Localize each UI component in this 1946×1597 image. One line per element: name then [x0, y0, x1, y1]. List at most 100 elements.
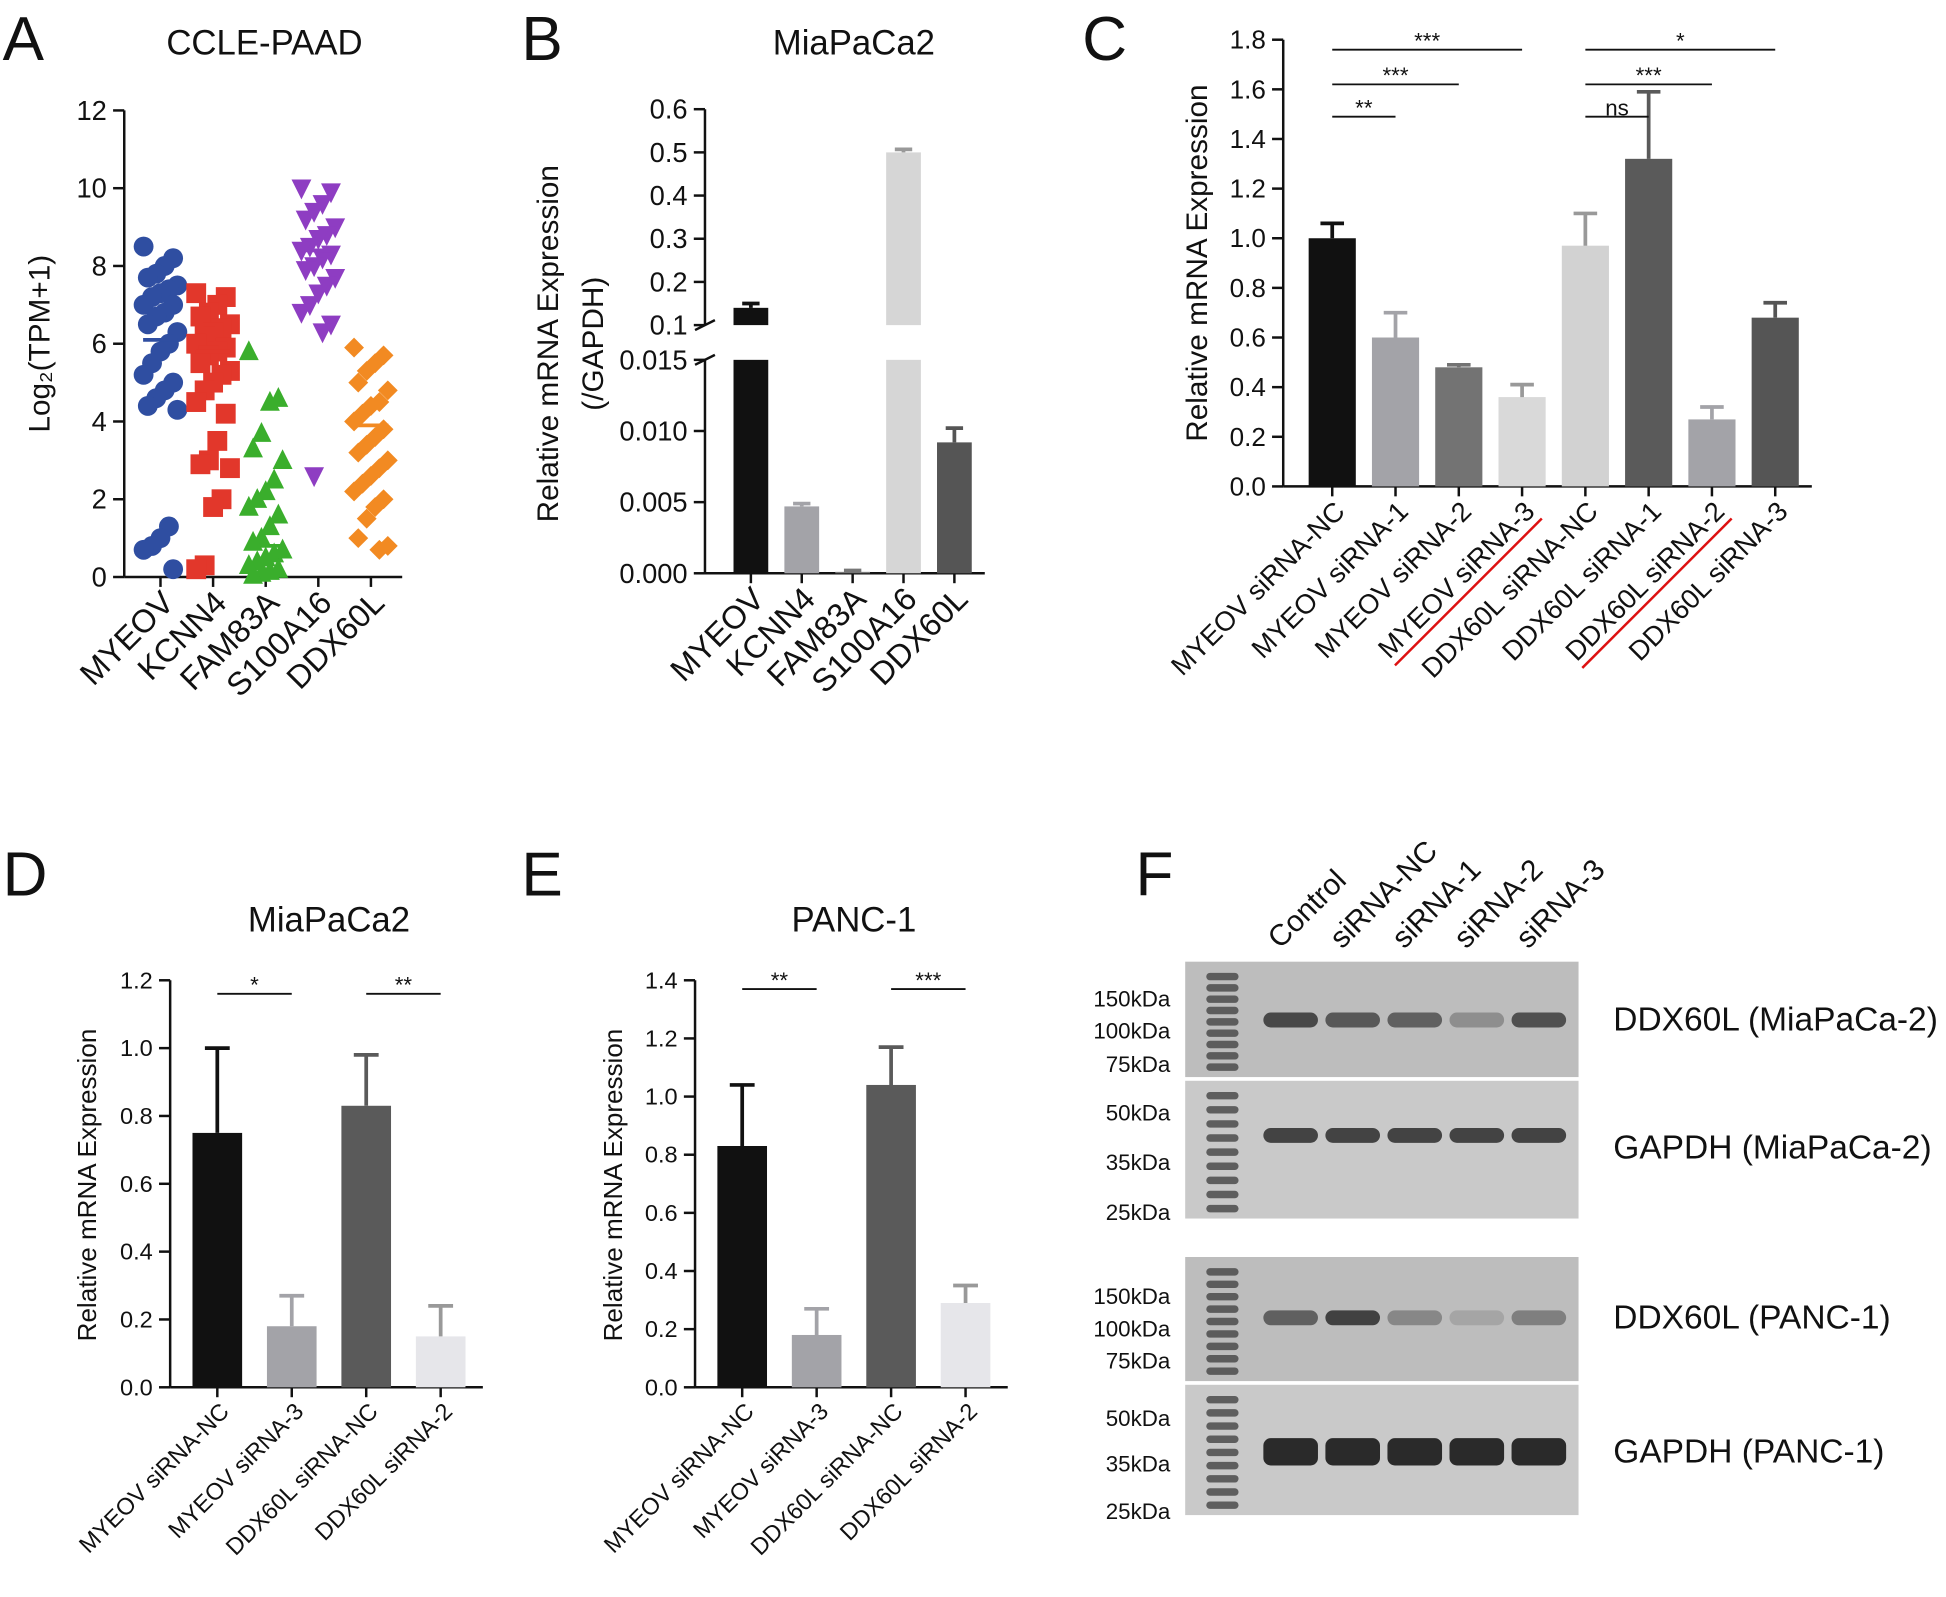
marker-label: 25kDa	[1106, 1499, 1171, 1524]
y-tick-label: 0.2	[120, 1306, 153, 1332]
bar	[1688, 419, 1736, 487]
point	[238, 495, 259, 516]
x-tick-group: DDX60L siRNA-2	[835, 1398, 982, 1545]
protein-band	[1387, 1310, 1443, 1326]
y-tick-label: 2	[92, 484, 107, 515]
point	[308, 284, 329, 305]
error-bar	[1763, 300, 1788, 318]
point	[356, 508, 377, 529]
ladder-band	[1206, 1006, 1239, 1015]
x-tick-label: MYEOV siRNA-3	[688, 1398, 833, 1543]
point	[163, 559, 184, 580]
ladder-band	[1206, 1422, 1239, 1430]
label-underline	[1581, 517, 1733, 669]
protein-band	[1511, 1127, 1567, 1143]
error-bar	[1447, 362, 1471, 368]
ladder-band	[1206, 1204, 1239, 1213]
y-tick-label: 12	[77, 95, 107, 126]
y-tick-label: 0	[92, 562, 107, 593]
y-tick-label: 1.8	[1230, 25, 1266, 55]
y-tick-label: 1.4	[645, 967, 678, 993]
bar	[733, 359, 769, 574]
protein-band	[1449, 1127, 1505, 1143]
bar	[192, 1132, 243, 1388]
protein-band	[1449, 1310, 1505, 1326]
y-tick-label: 0.8	[120, 1103, 153, 1129]
ladder-band	[1206, 1052, 1239, 1060]
point	[291, 179, 312, 200]
point	[344, 337, 364, 358]
x-tick-group: MYEOV siRNA-3	[163, 1398, 308, 1543]
point	[186, 559, 207, 580]
protein-band	[1263, 1012, 1318, 1028]
y-tick-label: 1.0	[120, 1035, 153, 1061]
y-tick-label: 0.1	[650, 310, 688, 341]
y-tick-label: 0.4	[650, 180, 688, 211]
bar	[1625, 158, 1673, 487]
y-tick-label: 0.6	[650, 94, 688, 125]
ladder-band	[1206, 1190, 1239, 1199]
y-tick-label: 0.6	[120, 1171, 153, 1197]
point	[190, 306, 211, 327]
ladder-band	[1206, 995, 1239, 1003]
y-axis-label: Relative mRNA Expression	[598, 1029, 628, 1342]
marker-label: 100kDa	[1093, 1019, 1171, 1044]
marker-label: 35kDa	[1106, 1452, 1171, 1477]
marker-label: 50kDa	[1106, 1101, 1171, 1126]
point	[365, 497, 386, 517]
panel-letter: A	[3, 5, 45, 74]
significance-label: *	[250, 973, 259, 998]
x-tick-label: MYEOV siRNA-3	[163, 1398, 308, 1543]
blot-membrane	[1185, 1080, 1579, 1219]
protein-band	[1387, 1012, 1443, 1028]
ladder-band	[1206, 1355, 1239, 1363]
point	[133, 236, 154, 257]
chart-title: PANC-1	[791, 902, 916, 940]
bar	[1751, 317, 1799, 487]
row-label: GAPDH (PANC-1)	[1613, 1433, 1884, 1470]
ladder-band	[1206, 1461, 1239, 1470]
marker-label: 100kDa	[1093, 1316, 1171, 1341]
ladder-band	[1206, 984, 1239, 992]
point	[238, 340, 259, 361]
ladder-band	[1206, 1162, 1239, 1170]
point	[344, 481, 364, 502]
point	[243, 437, 263, 458]
significance-label: ns	[1605, 95, 1629, 120]
point	[312, 323, 333, 344]
y-axis-label: (/GAPDH)	[577, 277, 610, 411]
bar	[1498, 397, 1546, 487]
significance-label: **	[1355, 95, 1373, 120]
point	[215, 403, 236, 424]
error-bar	[1320, 221, 1345, 239]
error-bar	[428, 1304, 454, 1337]
bar	[1435, 367, 1483, 487]
ladder-band	[1206, 1409, 1239, 1417]
protein-band	[1449, 1438, 1505, 1466]
point	[295, 261, 316, 282]
point	[259, 390, 280, 411]
chart-title: MiaPaCa2	[773, 24, 935, 62]
point	[377, 380, 398, 401]
y-axis-label: Relative mRNA Expression	[532, 165, 565, 522]
ladder-band	[1206, 1435, 1239, 1443]
ladder-band	[1206, 1292, 1239, 1301]
panel-letter: D	[3, 840, 48, 909]
point	[348, 528, 369, 549]
point	[137, 396, 158, 416]
x-tick-label: DDX60L siRNA-2	[835, 1398, 982, 1545]
point	[291, 303, 312, 324]
protein-band	[1325, 1127, 1381, 1143]
ladder-band	[1206, 1029, 1239, 1037]
point	[203, 497, 224, 517]
ladder-band	[1206, 1501, 1239, 1509]
y-tick-label: 0.6	[1230, 323, 1266, 353]
point	[186, 392, 207, 412]
protein-band	[1263, 1310, 1318, 1326]
y-tick-label: 0.6	[645, 1200, 678, 1226]
marker-label: 25kDa	[1106, 1200, 1171, 1225]
bar	[733, 307, 769, 326]
y-tick-label: 0.3	[650, 223, 688, 254]
y-tick-label: 0.0	[1230, 471, 1266, 501]
bar	[1561, 245, 1609, 487]
